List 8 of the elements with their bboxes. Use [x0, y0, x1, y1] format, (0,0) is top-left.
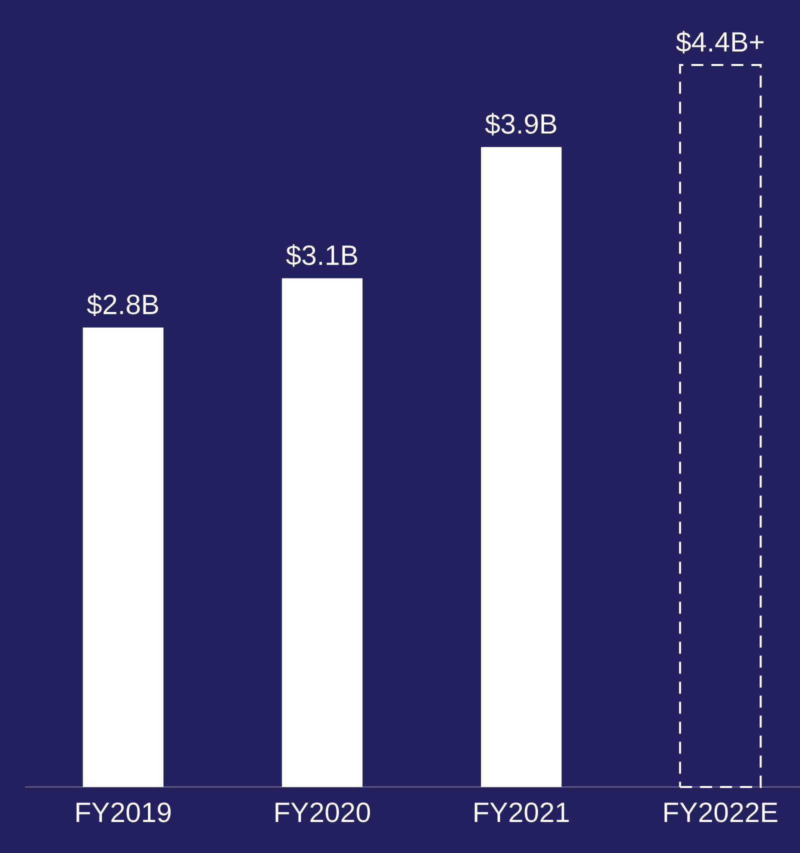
data-label: $4.4B+ [676, 30, 764, 54]
data-label: $3.1B [286, 244, 358, 267]
x-tick-label: FY2019 [76, 802, 171, 822]
x-tick-label: FY2020 [276, 802, 370, 822]
data-label: $2.8B [86, 293, 158, 316]
x-tick-label: FY2021 [474, 802, 569, 822]
x-tick-label: FY2022E [664, 802, 778, 822]
data-label: $3.9B [485, 112, 556, 136]
